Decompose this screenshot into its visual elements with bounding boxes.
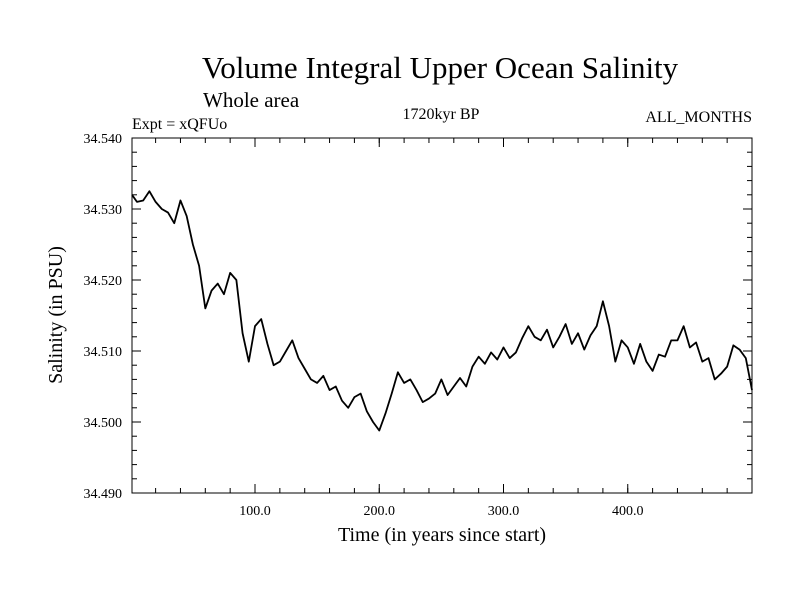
y-tick-label: 34.540 xyxy=(84,132,123,147)
plot-frame xyxy=(131,137,753,494)
y-tick-label: 34.520 xyxy=(84,274,123,289)
x-tick-label: 100.0 xyxy=(239,504,271,519)
y-tick-label: 34.500 xyxy=(84,416,123,431)
x-tick-label: 200.0 xyxy=(364,504,396,519)
x-tick-label: 300.0 xyxy=(488,504,520,519)
header-center: 1720kyr BP xyxy=(403,106,480,123)
header-left: Expt = xQFUo xyxy=(132,116,227,133)
series-line-salinity xyxy=(131,190,753,432)
x-tick-label: 400.0 xyxy=(612,504,644,519)
y-axis-label: Salinity (in PSU) xyxy=(45,246,67,384)
chart-subtitle: Whole area xyxy=(203,88,300,112)
header-right: ALL_MONTHS xyxy=(645,109,752,126)
chart-title: Volume Integral Upper Ocean Salinity xyxy=(202,50,679,85)
y-tick-label: 34.530 xyxy=(84,203,123,218)
y-tick-label: 34.510 xyxy=(84,345,123,360)
y-tick-label: 34.490 xyxy=(84,487,123,502)
x-axis-label: Time (in years since start) xyxy=(338,524,546,546)
